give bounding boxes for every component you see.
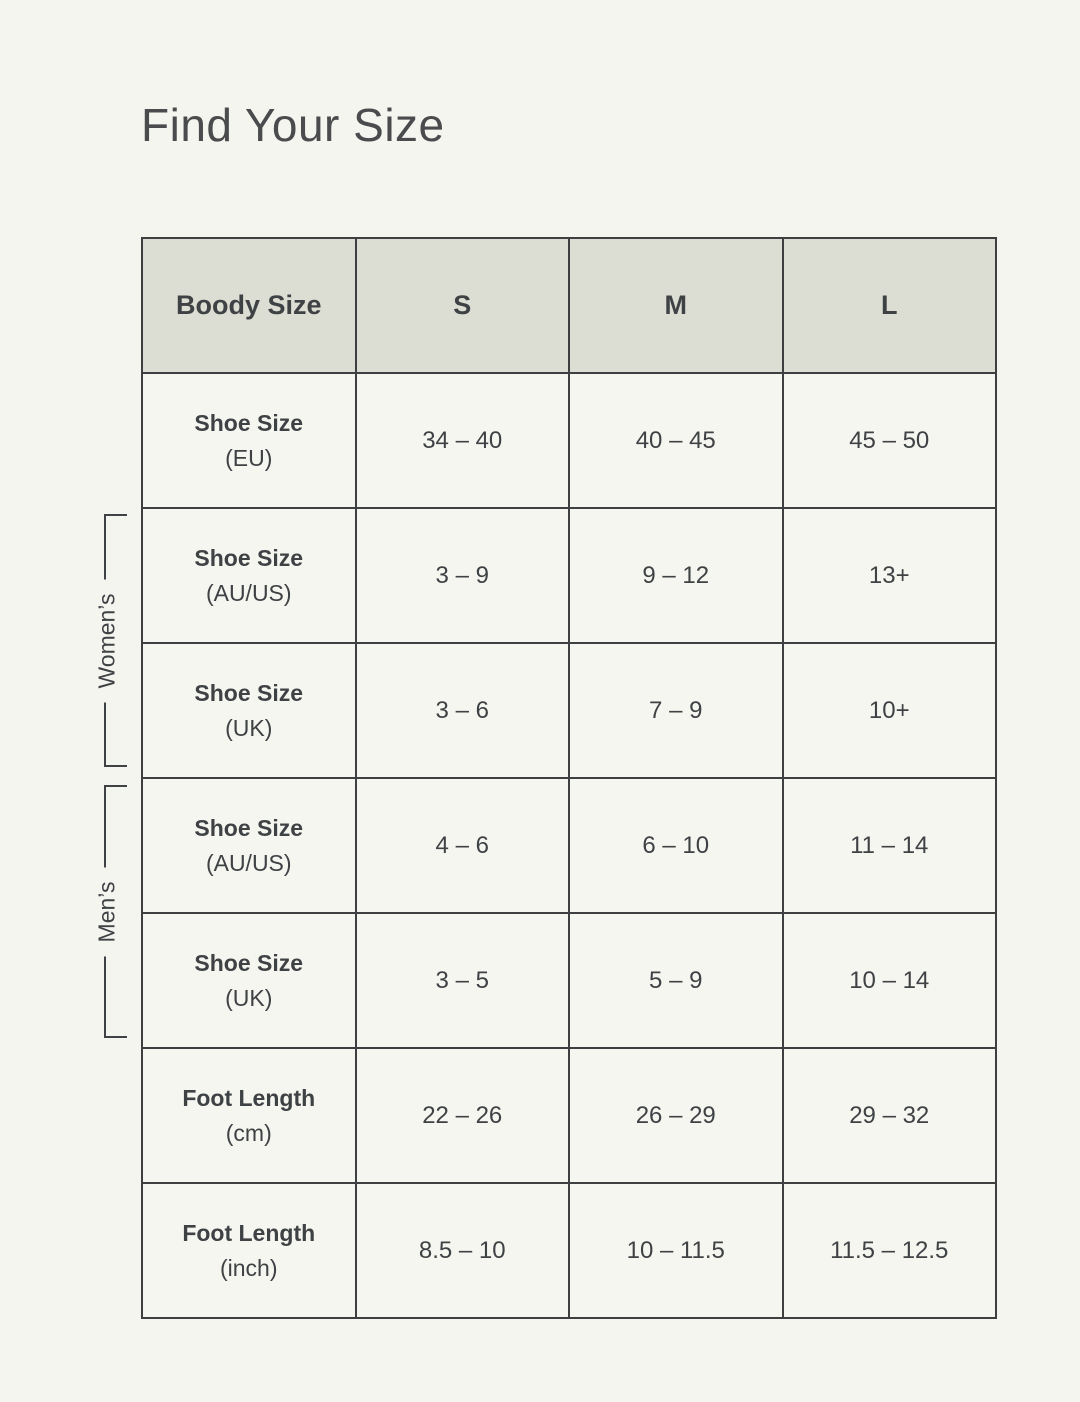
row-unit: (UK) xyxy=(225,714,273,741)
cell-value: 22 – 26 xyxy=(354,1047,570,1184)
mens-group-label: Men’s xyxy=(93,867,121,956)
cell-value: 10 – 14 xyxy=(781,912,997,1049)
row-label: Shoe Size xyxy=(194,815,304,841)
table-row: Shoe Size (UK) 3 – 5 5 – 9 10 – 14 xyxy=(141,912,997,1049)
table-row: Foot Length (cm) 22 – 26 26 – 29 29 – 32 xyxy=(141,1047,997,1184)
table-row: Shoe Size (AU/US) 3 – 9 9 – 12 13+ xyxy=(141,507,997,644)
page-title: Find Your Size xyxy=(141,99,445,151)
cell-value: 26 – 29 xyxy=(568,1047,784,1184)
womens-group-label: Women’s xyxy=(93,578,121,703)
cell-value: 5 – 9 xyxy=(568,912,784,1049)
row-header-womens-shoe-size-au-us: Shoe Size (AU/US) xyxy=(141,507,357,644)
cell-value: 8.5 – 10 xyxy=(354,1182,570,1319)
cell-value: 4 – 6 xyxy=(354,777,570,914)
cell-value: 40 – 45 xyxy=(568,372,784,509)
header-cell-size-l: L xyxy=(781,237,997,374)
cell-value: 7 – 9 xyxy=(568,642,784,779)
header-cell-boody-size: Boody Size xyxy=(141,237,357,374)
mens-group-bracket: Men’s xyxy=(93,785,127,1038)
cell-value: 13+ xyxy=(781,507,997,644)
row-unit: (inch) xyxy=(219,1254,278,1281)
cell-value: 45 – 50 xyxy=(781,372,997,509)
row-label: Foot Length xyxy=(182,1220,316,1246)
row-label: Shoe Size xyxy=(194,950,304,976)
row-unit: (AU/US) xyxy=(205,579,292,606)
row-unit: (AU/US) xyxy=(205,849,292,876)
cell-value: 34 – 40 xyxy=(354,372,570,509)
table-row: Foot Length (inch) 8.5 – 10 10 – 11.5 11… xyxy=(141,1182,997,1319)
cell-value: 9 – 12 xyxy=(568,507,784,644)
cell-value: 10 – 11.5 xyxy=(568,1182,784,1319)
row-label: Shoe Size xyxy=(194,410,304,436)
womens-group-bracket: Women’s xyxy=(93,514,127,767)
cell-value: 3 – 5 xyxy=(354,912,570,1049)
cell-value: 6 – 10 xyxy=(568,777,784,914)
table-row: Shoe Size (AU/US) 4 – 6 6 – 10 11 – 14 xyxy=(141,777,997,914)
cell-value: 3 – 6 xyxy=(354,642,570,779)
row-header-mens-shoe-size-au-us: Shoe Size (AU/US) xyxy=(141,777,357,914)
table-header-row: Boody Size S M L xyxy=(141,237,997,374)
row-header-foot-length-cm: Foot Length (cm) xyxy=(141,1047,357,1184)
row-header-shoe-size-eu: Shoe Size (EU) xyxy=(141,372,357,509)
header-cell-size-s: S xyxy=(354,237,570,374)
row-label: Foot Length xyxy=(182,1085,316,1111)
header-cell-size-m: M xyxy=(568,237,784,374)
cell-value: 3 – 9 xyxy=(354,507,570,644)
row-label: Shoe Size xyxy=(194,680,304,706)
cell-value: 29 – 32 xyxy=(781,1047,997,1184)
cell-value: 11 – 14 xyxy=(781,777,997,914)
table-row: Shoe Size (UK) 3 – 6 7 – 9 10+ xyxy=(141,642,997,779)
row-header-womens-shoe-size-uk: Shoe Size (UK) xyxy=(141,642,357,779)
row-unit: (cm) xyxy=(225,1119,272,1146)
row-unit: (EU) xyxy=(225,444,273,471)
size-chart-table: Boody Size S M L Shoe Size (EU) 34 – 40 … xyxy=(141,237,997,1319)
row-header-foot-length-inch: Foot Length (inch) xyxy=(141,1182,357,1319)
table-row: Shoe Size (EU) 34 – 40 40 – 45 45 – 50 xyxy=(141,372,997,509)
row-label: Shoe Size xyxy=(194,545,304,571)
cell-value: 11.5 – 12.5 xyxy=(781,1182,997,1319)
row-unit: (UK) xyxy=(225,984,273,1011)
cell-value: 10+ xyxy=(781,642,997,779)
row-header-mens-shoe-size-uk: Shoe Size (UK) xyxy=(141,912,357,1049)
